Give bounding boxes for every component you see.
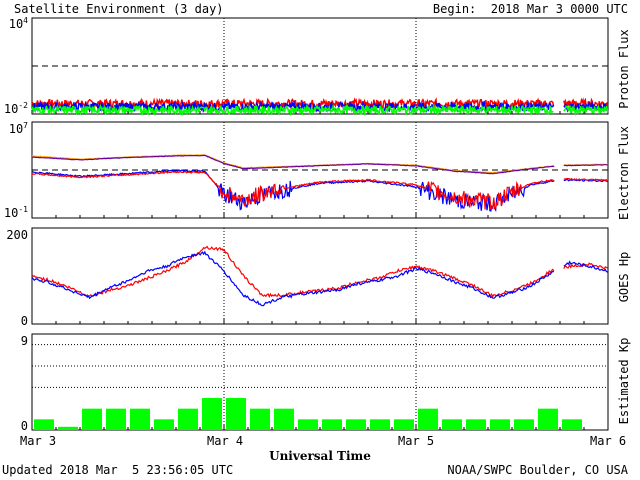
proton-ytick-top: 104 xyxy=(8,16,28,31)
kp-ytick-bottom: 0 xyxy=(20,419,28,433)
x-axis-title: Universal Time xyxy=(269,449,371,463)
plot-title: Satellite Environment (3 day) xyxy=(14,2,224,16)
kp-bar xyxy=(514,419,534,430)
hp-ytick-bottom: 0 xyxy=(20,314,28,328)
kp-bar xyxy=(538,408,558,430)
kp-bar xyxy=(490,419,510,430)
proton-series-green xyxy=(563,104,609,117)
kp-bar xyxy=(322,419,342,430)
goes-hp-label: GOES Hp xyxy=(617,251,631,303)
kp-bar xyxy=(274,408,294,430)
kp-bar xyxy=(466,419,486,430)
updated-timestamp: Updated 2018 Mar 5 23:56:05 UTC xyxy=(2,463,234,477)
kp-bar xyxy=(562,419,582,430)
kp-bar xyxy=(34,419,54,430)
electron-ytick-top: 107 xyxy=(8,121,28,136)
proton-series-blue xyxy=(563,100,609,113)
x-tick-label: Mar 4 xyxy=(207,434,244,448)
kp-bar xyxy=(250,408,270,430)
kp-bar xyxy=(346,419,366,430)
kp-bar xyxy=(130,408,150,430)
kp-bar xyxy=(442,419,462,430)
estimated-kp-label: Estimated Kp xyxy=(617,337,631,425)
kp-bar xyxy=(106,408,126,430)
electron-series-purple xyxy=(563,164,608,167)
hp-series-blue xyxy=(563,260,608,273)
proton-flux-label: Proton Flux xyxy=(617,29,631,109)
kp-bar xyxy=(154,419,174,430)
x-tick-label: Mar 3 xyxy=(20,434,57,448)
proton-series-green xyxy=(31,103,554,117)
hp-series-blue xyxy=(31,250,554,307)
kp-bar xyxy=(58,426,78,430)
kp-bar xyxy=(298,419,318,430)
proton-ytick-bottom: 10-2 xyxy=(3,101,28,116)
panel-frame xyxy=(31,17,609,115)
kp-bar xyxy=(226,398,246,430)
kp-bar xyxy=(82,408,102,430)
electron-series-red xyxy=(563,177,609,182)
electron-flux-label: Electron Flux xyxy=(617,126,631,220)
electron-series-blue xyxy=(31,169,555,213)
electron-ytick-bottom: 10-1 xyxy=(3,205,28,220)
electron-series-red xyxy=(31,170,555,210)
hp-series-red xyxy=(31,245,555,299)
hp-series-red xyxy=(563,262,608,270)
kp-bar xyxy=(202,398,222,430)
x-tick-label: Mar 6 xyxy=(590,434,627,448)
x-tick-label: Mar 5 xyxy=(398,434,435,448)
begin-time: Begin: 2018 Mar 3 0000 UTC xyxy=(432,2,628,16)
kp-ytick-top: 9 xyxy=(20,334,28,348)
kp-bar xyxy=(178,408,198,430)
kp-bar xyxy=(394,419,414,430)
electron-series-purple xyxy=(32,154,555,175)
credit-text: NOAA/SWPC Boulder, CO USA xyxy=(447,463,628,477)
kp-bar xyxy=(370,419,390,430)
kp-bar xyxy=(418,408,438,430)
panel-frame xyxy=(31,227,609,325)
hp-ytick-top: 200 xyxy=(6,228,28,242)
